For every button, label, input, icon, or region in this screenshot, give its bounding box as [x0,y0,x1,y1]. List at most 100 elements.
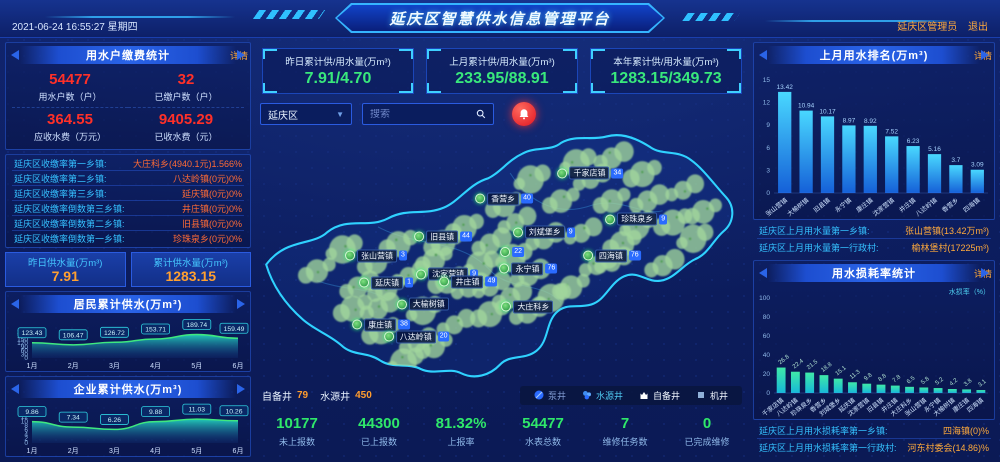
map-town-marker[interactable]: 张山营镇 3 [344,249,407,263]
map-count-badge: 22 [512,246,525,257]
payment-detail-link[interactable]: 详情 [229,51,248,61]
well-marker-icon [359,277,370,288]
enterprise-supply-area-chart: 0 2 4 6 8 10 12 1月 2月 3月 4月 5月 6月 9.86 7.34 6.26 9.88 11.… [6,400,250,456]
ranking-detail-link[interactable]: 详情 [973,51,992,61]
search-icon[interactable] [476,109,486,119]
stat-receivable-fee: 364.55 应收水费（万元） [12,107,128,145]
svg-text:6.23: 6.23 [907,138,920,145]
well-marker-icon [605,214,616,225]
map-town-marker[interactable]: 珍珠泉乡 9 [605,212,668,226]
svg-text:100: 100 [759,295,770,302]
map-town-label: 八达岭镇 [395,330,436,344]
map-town-marker[interactable]: 八达岭镇 20 [383,330,450,344]
map-town-label: 延庆镇 [371,276,404,290]
well-marker-icon [352,319,363,330]
map-town-label: 千家店镇 [569,166,610,180]
map-town-label: 大榆树镇 [408,297,449,311]
svg-text:10: 10 [21,418,29,425]
current-user-label: 延庆区管理员 [897,22,958,33]
svg-text:13.42: 13.42 [777,84,794,91]
svg-text:4.2: 4.2 [949,377,960,387]
svg-text:8.97: 8.97 [843,117,856,124]
legend-item-private-well[interactable]: 自备井 [639,389,680,402]
loss-top-rows: 延庆区上月用水损耗率第一乡镇: 四海镇(0)% 延庆区上月用水损耗率第一行政村: 河… [753,423,995,457]
svg-text:水损率（%）: 水损率（%） [949,287,990,296]
stat-repair-tasks: 7 维修任务数 [602,415,648,447]
source-well-icon [582,391,591,400]
svg-text:20: 20 [763,371,771,378]
svg-text:90: 90 [21,344,29,351]
map-count-badge: 44 [460,231,472,242]
map-town-marker[interactable]: 四海镇 76 [582,249,641,263]
legend-item-machine-well[interactable]: 机井 [696,389,728,402]
top-header-bar: 延庆区智慧供水信息管理平台 2021-06-24 16:55:27 星期四 延庆… [0,0,1000,38]
well-marker-icon [501,301,512,312]
map-count-badge: 9 [470,269,479,280]
panel-title-bar: 用水损耗率统计 详情 [768,264,992,282]
last-month-supply-use-box: 上月累计供/用水量(万m³) 233.95/88.91 [426,48,578,94]
panel-title-bar: 上月用水排名(万m³) 详情 [768,46,992,64]
legend-item-pump-well[interactable]: 泵井 [534,389,566,402]
alarm-button[interactable] [512,102,536,126]
usage-top-village-row: 延庆区上月用水量第一行政村: 榆林堡村(17225m³) [759,242,989,253]
loss-detail-link[interactable]: 详情 [973,269,992,279]
map-town-marker[interactable]: 刘斌堡乡 9 [512,225,575,239]
usage-top-rows: 延庆区上月用水量第一乡镇: 张山营镇(13.42万m³) 延庆区上月用水量第一行政… [753,223,995,257]
usage-ranking-bar-chart: 0 3 6 9 12 15 13.42 张山营镇 10.94 大榆树镇 10.17 旧县镇 8.97 永宁… [754,66,994,219]
map-town-label: 大庄科乡 [513,300,554,314]
map-town-marker[interactable]: 康庄镇 38 [352,318,410,332]
svg-text:40: 40 [763,352,771,359]
collection-rank-row: 延庆区收缴率倒数第一乡镇: 珍珠泉乡(0元)0% [14,234,242,244]
map-count-badge: 9 [659,214,668,225]
loss-rate-bar-chart: 0 20 40 60 80 100 水损率（%） 26.8 千家店镇 22.4 八达岭镇 21.5 珍珠… [754,284,994,419]
svg-text:大榆树镇: 大榆树镇 [785,195,811,218]
svg-text:0: 0 [766,190,770,197]
center-column: 昨日累计供/用水量(万m³) 7.91/4.70 上月累计供/用水量(万m³) 23… [256,42,748,457]
map-town-marker[interactable]: 大庄科乡 [501,300,554,314]
map-town-label: 珍珠泉乡 [617,212,658,226]
top-stat-boxes: 昨日累计供/用水量(万m³) 7.91/4.70 上月累计供/用水量(万m³) 23… [256,42,748,98]
yesterday-supply-use-box: 昨日累计供/用水量(万m³) 7.91/4.70 [262,48,414,94]
svg-text:15.1: 15.1 [835,365,848,377]
collection-rate-rank-panel: 延庆区收缴率第一乡镇: 大庄科乡(4940.1元)1.566% 延庆区收缴率第二乡… [5,154,251,248]
svg-text:2月: 2月 [68,362,79,370]
payment-stats-grid: 54477 用水户数（户） 32 已缴户数（户） 364.55 应收水费（万元） 94… [6,66,250,149]
panel-title: 企业累计供水(万m³) [73,384,183,396]
map-town-label: 永宁镇 [511,262,544,276]
map-count-badge: 76 [628,250,641,261]
map-town-marker[interactable]: 千家店镇 34 [557,166,624,180]
map-count-badge: 34 [611,168,624,179]
legend-item-source-well[interactable]: 水源井 [582,389,623,402]
collection-rank-row: 延庆区收缴率第一乡镇: 大庄科乡(4940.1元)1.566% [12,156,244,171]
resident-supply-panel: 居民累计供水(万m³) 03060901201501802101月2月3月4月5… [5,291,251,372]
map-town-marker[interactable]: 大榆树镇 [396,297,449,311]
map-town-marker[interactable]: 井庄镇 49 [439,275,498,289]
svg-text:6.26: 6.26 [108,417,121,424]
alarm-bell-icon [519,109,529,120]
map-town-marker[interactable]: 延庆镇 1 [359,276,414,290]
map-town-marker[interactable]: 香营乡 40 [475,192,533,206]
search-box [362,103,494,125]
svg-text:0: 0 [24,440,28,447]
chevron-down-icon: ▼ [336,109,344,119]
map-town-marker[interactable]: 22 [500,246,525,257]
well-marker-icon [344,250,355,261]
map-town-label: 旧县镇 [426,230,459,244]
svg-text:11.03: 11.03 [189,407,206,414]
region-select[interactable]: 延庆区 ▼ [260,103,352,125]
svg-text:60: 60 [21,348,29,355]
well-marker-icon [512,227,523,238]
district-map[interactable]: 千家店镇 34 香营乡 40 珍珠泉乡 9 刘斌堡乡 9 旧县镇 44 四海镇 76 张山营镇 3 22 永宁… [256,130,748,383]
payment-stats-panel: 用水户缴费统计 详情 54477 用水户数（户） 32 已缴户数（户） 364.55… [5,42,251,150]
map-town-marker[interactable]: 永宁镇 76 [499,262,558,276]
logout-button[interactable]: 退出 [968,22,988,33]
svg-text:123.43: 123.43 [22,330,43,337]
search-input[interactable] [370,108,472,120]
svg-text:15: 15 [763,77,771,84]
collection-rank-row: 延庆区收缴率第三乡镇: 延庆镇(0元)0% [12,186,244,201]
collection-rank-row: 延庆区收缴率倒数第二乡镇: 旧县镇(0元)0% [12,216,244,231]
meter-report-stats: 10177 未上报数 44300 已上报数 81.32% 上报率 54477 水表总数 … [256,407,748,457]
left-column: 用水户缴费统计 详情 54477 用水户数（户） 32 已缴户数（户） 364.55… [5,42,251,457]
well-marker-icon [557,168,568,179]
map-town-marker[interactable]: 旧县镇 44 [414,230,472,244]
